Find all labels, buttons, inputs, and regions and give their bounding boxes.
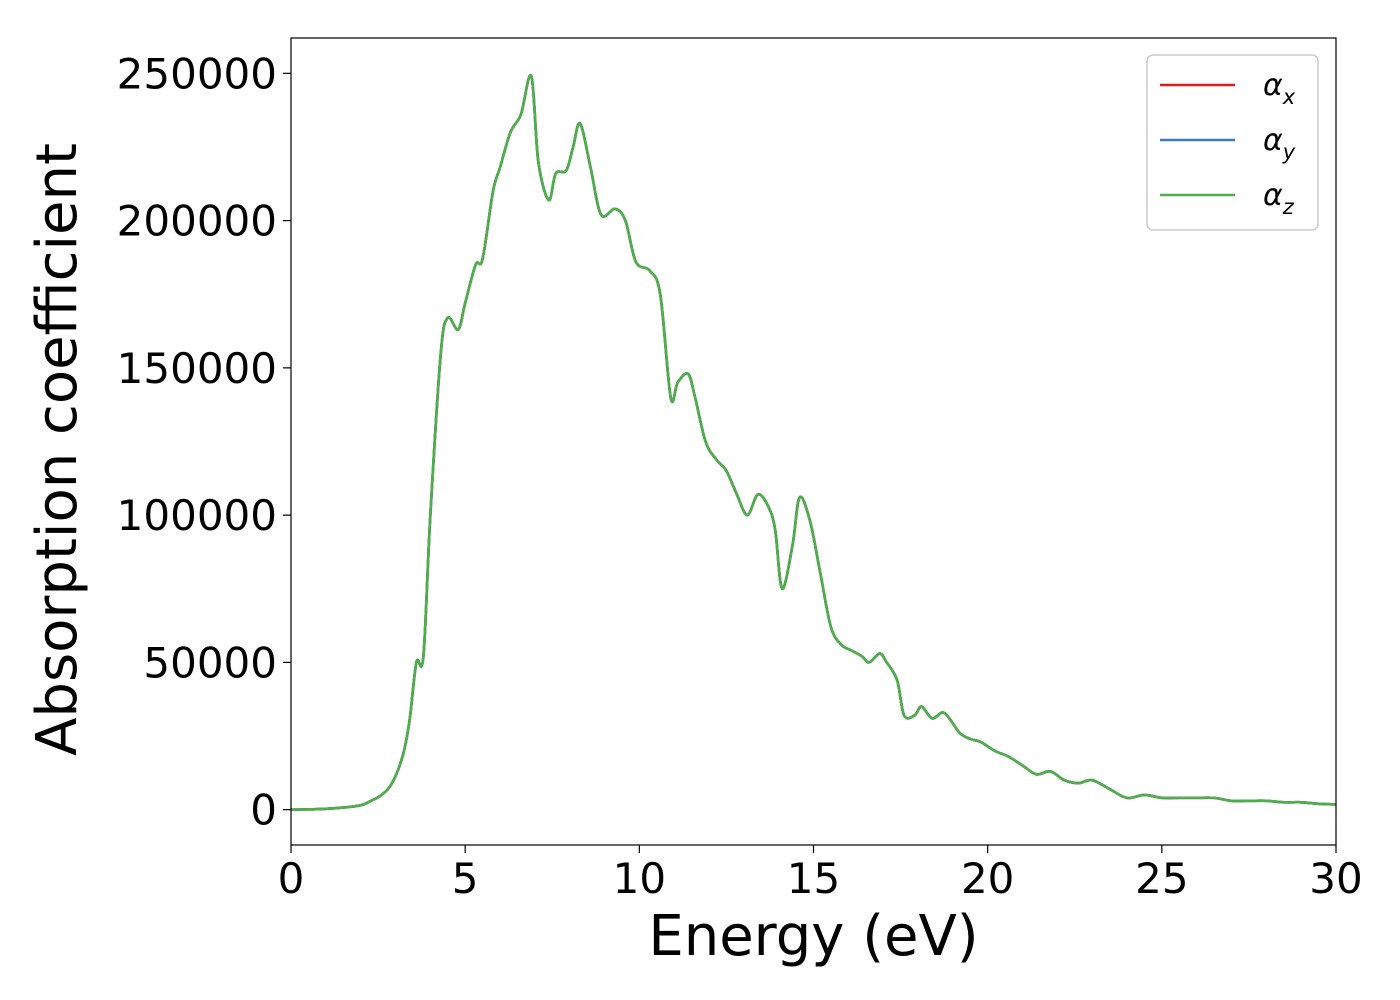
x-tick-label: 15 <box>787 854 840 903</box>
y-tick-label: 250000 <box>117 49 277 98</box>
legend-symbol: α <box>1263 178 1283 213</box>
x-axis: 0 5 10 15 20 25 30 <box>278 845 1363 903</box>
legend-label: αy <box>1263 123 1296 164</box>
x-tick-label: 10 <box>613 854 666 903</box>
y-axis-title: Absorption coefficient <box>25 143 90 756</box>
x-tick-label: 5 <box>452 854 479 903</box>
y-tick-label: 200000 <box>117 197 277 246</box>
legend-box <box>1146 54 1319 231</box>
legend-symbol: α <box>1263 68 1283 103</box>
series-line-3 <box>290 73 1337 811</box>
legend-subscript: x <box>1282 85 1296 109</box>
x-tick-label: 20 <box>961 854 1014 903</box>
legend-subscript: z <box>1282 195 1295 219</box>
y-tick-label: 0 <box>250 786 277 835</box>
y-axis: 0 50000 100000 150000 200000 250000 <box>117 49 291 835</box>
y-tick-label: 150000 <box>117 344 277 393</box>
legend-label: αx <box>1263 68 1296 109</box>
x-axis-title: Energy (eV) <box>648 904 978 969</box>
y-tick-label: 50000 <box>143 638 277 687</box>
x-tick-label: 0 <box>278 854 305 903</box>
x-tick-label: 30 <box>1309 854 1362 903</box>
y-tick-label: 100000 <box>117 491 277 540</box>
legend-label: αz <box>1263 178 1295 219</box>
legend-subscript: y <box>1282 140 1296 164</box>
series-layer <box>290 73 1337 811</box>
x-tick-label: 25 <box>1135 854 1188 903</box>
legend-symbol: α <box>1263 123 1283 158</box>
